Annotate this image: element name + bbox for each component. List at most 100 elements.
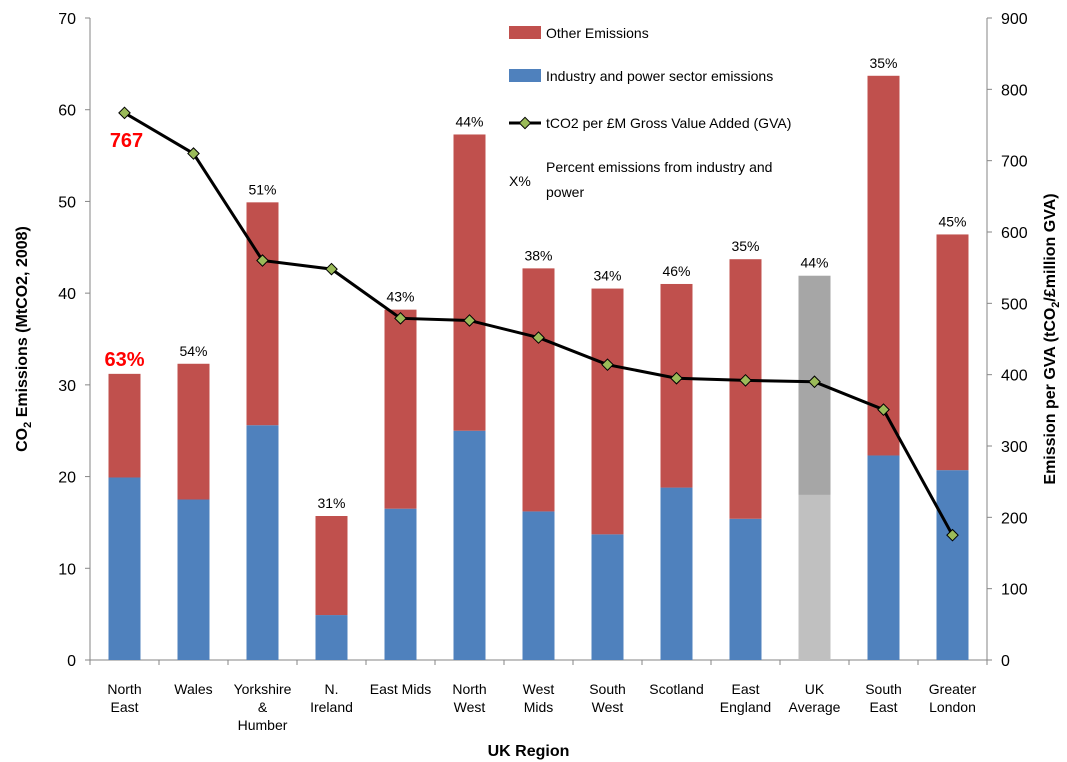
legend-swatch-other: [509, 26, 541, 39]
y-axis-title: CO2 Emissions (MtCO2, 2008): [14, 226, 34, 452]
x-tick-label: Wales: [174, 681, 212, 697]
y2-tick-label: 800: [1001, 82, 1028, 99]
y2-tick-label: 500: [1001, 296, 1028, 313]
y-tick-label: 70: [58, 11, 76, 28]
gva-point: [877, 403, 890, 416]
x-tick-label: N. Ireland: [310, 681, 353, 715]
gva-point: [946, 528, 959, 542]
x-axis-title: UK Region: [488, 743, 570, 760]
bar-industry: [867, 455, 900, 660]
x-tick-label: East Mids: [370, 681, 431, 697]
legend-note-line1: Percent emissions from industry and: [546, 159, 772, 175]
legend-marker-gva: [518, 116, 532, 130]
bar-other: [660, 283, 693, 488]
legend-label-industry: Industry and power sector emissions: [546, 68, 773, 84]
legend-note-symbol: X%: [509, 173, 531, 189]
bar-industry: [591, 534, 624, 660]
bar-industry: [177, 499, 210, 660]
percent-label: 31%: [317, 495, 345, 511]
gva-highlight-label: 767: [110, 130, 143, 152]
legend: Other Emissions Industry and power sector…: [509, 25, 791, 200]
bar-other: [384, 309, 417, 509]
y-tick-label: 60: [58, 103, 76, 120]
percent-label: 34%: [593, 268, 621, 284]
percent-label: 38%: [524, 247, 552, 263]
gva-point: [256, 254, 269, 267]
y2-tick-label: 400: [1001, 368, 1028, 385]
y-tick-label: 10: [58, 561, 76, 578]
bar-industry: [660, 487, 693, 660]
x-tick-label: UK Average: [789, 681, 841, 715]
y-tick-label: 40: [58, 286, 76, 303]
percent-label: 63%: [104, 349, 144, 371]
y2-axis-title: Emission per GVA (tCO2/£million GVA): [1042, 193, 1062, 484]
y2-tick-label: 300: [1001, 439, 1028, 456]
y-tick-label: 20: [58, 470, 76, 487]
gva-point: [118, 106, 131, 120]
gva-point: [601, 358, 614, 372]
bar-other: [729, 259, 762, 519]
legend-label-gva: tCO2 per £M Gross Value Added (GVA): [546, 115, 791, 131]
percent-label: 44%: [455, 113, 483, 129]
labels: 63% 54% 51% 31% 43% 44% 38% 34% 46% 35% 44% 35% 45% 7…: [104, 55, 966, 511]
y-tick-label: 0: [67, 653, 76, 670]
percent-label: 51%: [248, 181, 276, 197]
x-tick-label: Scotland: [649, 681, 703, 697]
x-tick-label: South West: [589, 681, 626, 715]
gva-point: [739, 374, 752, 387]
x-tick-label: North West: [452, 681, 486, 715]
bar-other: [246, 202, 279, 426]
x-tick-label: North East: [107, 681, 141, 715]
bar-industry: [315, 615, 348, 660]
bar-other: [453, 134, 486, 431]
bar-industry: [729, 518, 762, 660]
bar-other: [867, 75, 900, 456]
y-tick-label: 30: [58, 378, 76, 395]
percent-label: 46%: [662, 263, 690, 279]
bar-industry: [936, 470, 969, 660]
bar-other: [177, 363, 210, 500]
x-tick-label: East England: [720, 681, 771, 715]
y2-tick-label: 100: [1001, 582, 1028, 599]
gva-point: [325, 262, 338, 276]
bar-other: [522, 268, 555, 512]
bar-industry: [384, 508, 417, 660]
percent-label: 45%: [938, 213, 966, 229]
gva-point: [808, 375, 821, 389]
legend-label-other: Other Emissions: [546, 25, 649, 41]
legend-swatch-industry: [509, 69, 541, 82]
y2-tick-label: 900: [1001, 11, 1028, 28]
percent-label: 43%: [386, 289, 414, 305]
axes: 0102030405060700100200300400500600700800…: [14, 11, 1062, 760]
bar-other: [315, 516, 348, 616]
percent-label: 35%: [869, 55, 897, 71]
gva-line: [118, 106, 959, 542]
bar-industry: [798, 494, 831, 660]
gva-point: [187, 147, 200, 160]
percent-label: 54%: [179, 343, 207, 359]
bar-other: [936, 234, 969, 471]
bars: [108, 75, 969, 660]
percent-label: 35%: [731, 238, 759, 254]
legend-note-line2: power: [546, 184, 584, 200]
bar-other: [591, 288, 624, 535]
gva-point: [463, 314, 476, 327]
x-tick-label: Greater London: [929, 681, 977, 715]
percent-label: 44%: [800, 255, 828, 271]
gva-point: [532, 331, 545, 344]
bar-other: [108, 373, 141, 478]
bar-industry: [108, 477, 141, 660]
bar-industry: [246, 425, 279, 660]
y-tick-label: 50: [58, 194, 76, 211]
y2-tick-label: 200: [1001, 510, 1028, 527]
gva-point: [670, 371, 683, 385]
y2-tick-label: 600: [1001, 225, 1028, 242]
x-tick-label: West Mids: [523, 681, 555, 715]
x-tick-label: Yorkshire & Humber: [234, 681, 292, 733]
y2-tick-label: 700: [1001, 154, 1028, 171]
y2-tick-label: 0: [1001, 653, 1010, 670]
bar-industry: [522, 511, 555, 660]
bar-industry: [453, 430, 486, 660]
gva-point: [394, 311, 407, 325]
